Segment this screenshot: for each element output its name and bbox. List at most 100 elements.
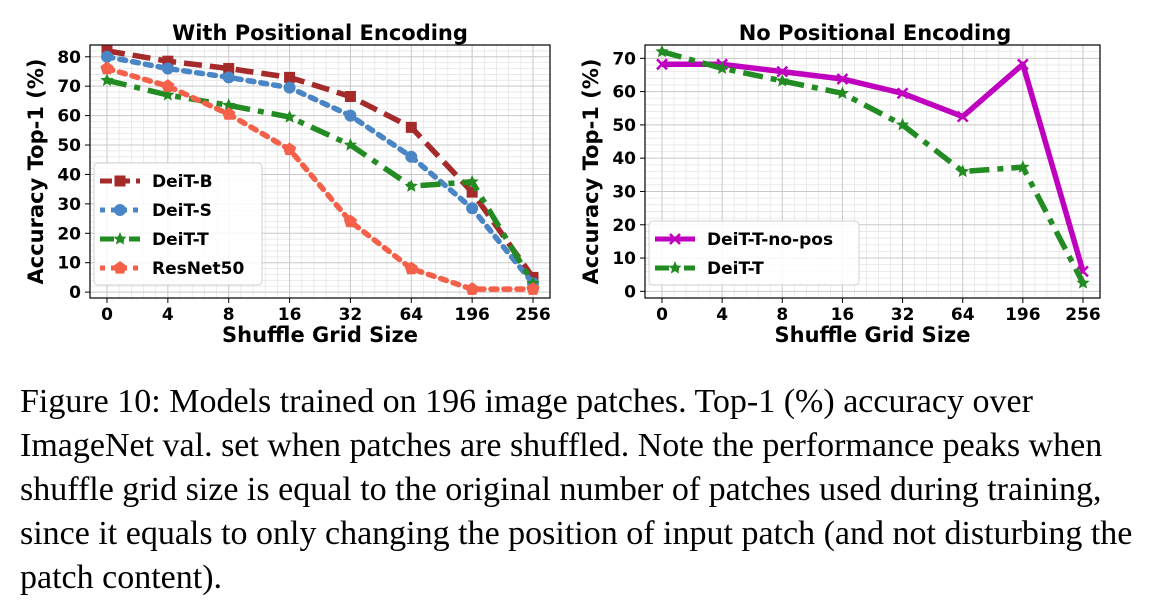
- x-tick-label-16: 16: [831, 305, 855, 325]
- data-point-deit-t-8: [775, 73, 789, 87]
- legend-label-deit-t: DeiT-T: [152, 230, 209, 250]
- legend-label-deit-t-no-pos: DeiT-T-no-pos: [707, 230, 833, 250]
- data-point-deit-b-8: [223, 63, 235, 75]
- series-line-deit-t-no-pos: [662, 61, 1086, 273]
- x-tick-label-64: 64: [951, 305, 975, 325]
- y-tick-label-10: 10: [612, 249, 636, 269]
- series-deit-s: [101, 50, 539, 290]
- y-axis-label: Accuracy Top-1 (%): [24, 59, 48, 285]
- y-tick-label-40: 40: [57, 165, 81, 185]
- legend-marker-deit-t: [668, 261, 682, 274]
- data-point-resnet50-8: [222, 107, 236, 120]
- data-point-resnet50-64: [404, 261, 418, 275]
- legend-label-deit-b: DeiT-B: [152, 172, 213, 192]
- data-point-deit-t-no-pos-64: [956, 110, 969, 123]
- data-point-deit-t-16: [835, 86, 850, 99]
- x-tick-label-32: 32: [891, 305, 915, 325]
- data-point-resnet50-32: [343, 214, 358, 228]
- x-tick-label-0: 0: [656, 305, 668, 325]
- data-point-deit-t-no-pos-8: [776, 65, 789, 78]
- data-point-deit-t-196: [1016, 160, 1030, 173]
- data-point-deit-t-no-pos-16: [836, 73, 849, 85]
- series-line-deit-t: [661, 49, 1086, 285]
- data-point-deit-t-16: [282, 110, 297, 123]
- figure-caption: Figure 10: Models trained on 196 image p…: [20, 383, 1133, 596]
- series-line-deit-t: [106, 77, 536, 285]
- legend: DeiT-T-no-pos DeiT-T: [648, 220, 860, 286]
- data-point-deit-s-8: [222, 71, 235, 84]
- data-point-deit-t-4: [161, 88, 175, 101]
- x-axis-label: Shuffle Grid Size: [775, 323, 971, 347]
- legend-marker-deit-t-no-pos: [669, 233, 681, 245]
- data-point-resnet50-0: [100, 61, 114, 75]
- data-point-deit-s-0: [101, 50, 113, 63]
- plot-frame: [644, 44, 1101, 299]
- data-point-resnet50-256: [526, 282, 540, 295]
- x-tick-label-32: 32: [339, 305, 363, 325]
- data-point-deit-t-0: [100, 73, 114, 86]
- data-point-deit-s-64: [405, 150, 418, 163]
- series-deit-t-no-pos: [656, 58, 1089, 278]
- x-tick-label-196: 196: [1005, 305, 1041, 325]
- plot-frame: [89, 44, 551, 299]
- legend-label-deit-t: DeiT-T: [707, 259, 764, 279]
- y-tick-label-70: 70: [57, 77, 81, 97]
- data-point-deit-t-8: [222, 98, 236, 111]
- legend-box: [648, 220, 860, 286]
- data-point-deit-t-4: [715, 61, 729, 74]
- data-point-resnet50-196: [465, 282, 479, 295]
- data-point-deit-s-32: [344, 109, 357, 122]
- y-tick-label-20: 20: [57, 224, 81, 244]
- y-axis-label: Accuracy Top-1 (%): [579, 59, 603, 285]
- x-tick-label-256: 256: [1065, 305, 1101, 325]
- y-tick-label-50: 50: [57, 136, 81, 156]
- series-resnet50: [100, 61, 540, 295]
- chart-with-positional-encoding: 0 4 8 16 32 64 196 256 0 10 20 30 40 50 60 70 80 With Pos…: [24, 21, 551, 347]
- y-tick-label-80: 80: [57, 48, 81, 68]
- chart-no-positional-encoding: 0 4 8 16 32 64 196 256 0 10 20 30 40 50 60 70 No Positio…: [579, 21, 1101, 347]
- y-tick-label-50: 50: [612, 116, 636, 136]
- y-tick-label-0: 0: [69, 283, 81, 303]
- x-tick-label-4: 4: [716, 305, 728, 325]
- data-point-resnet50-4: [161, 79, 175, 92]
- data-point-deit-t-64: [404, 179, 418, 192]
- legend-box: [93, 162, 263, 286]
- x-tick-label-64: 64: [399, 305, 423, 325]
- data-point-deit-t-32: [895, 117, 910, 131]
- y-tick-label-40: 40: [612, 149, 636, 169]
- series-deit-t: [655, 44, 1090, 289]
- data-point-deit-t-256: [1076, 276, 1090, 289]
- data-point-deit-b-16: [284, 71, 296, 83]
- legend-marker-deit-s: [114, 204, 126, 216]
- legend-label-resnet50: ResNet50: [152, 259, 244, 279]
- legend: DeiT-B DeiT-S DeiT-T ResNet50: [93, 162, 263, 286]
- series-line-resnet50: [104, 65, 536, 292]
- x-tick-label-8: 8: [776, 305, 788, 325]
- data-point-deit-b-196: [466, 186, 478, 198]
- legend-marker-deit-t: [113, 232, 127, 245]
- x-tick-label-16: 16: [278, 305, 302, 325]
- data-point-deit-s-196: [466, 202, 479, 215]
- chart-title: No Positional Encoding: [739, 21, 1012, 45]
- y-tick-label-0: 0: [624, 282, 636, 302]
- y-tick-label-70: 70: [612, 49, 636, 69]
- data-point-deit-s-16: [283, 81, 296, 94]
- legend-marker-deit-b: [114, 175, 126, 187]
- data-point-deit-t-no-pos-0: [656, 58, 668, 71]
- x-axis-label: Shuffle Grid Size: [222, 323, 418, 347]
- data-point-deit-b-4: [162, 55, 174, 67]
- x-tick-label-8: 8: [223, 305, 235, 325]
- series-line-deit-s: [104, 54, 536, 287]
- y-tick-label-60: 60: [612, 83, 636, 103]
- data-point-deit-b-64: [405, 121, 417, 133]
- data-point-deit-b-32: [344, 90, 356, 102]
- y-tick-label-60: 60: [57, 107, 81, 127]
- x-tick-label-4: 4: [162, 305, 174, 325]
- data-point-deit-t-64: [956, 164, 970, 178]
- y-tick-label-20: 20: [612, 216, 636, 236]
- data-point-deit-t-196: [465, 174, 479, 188]
- legend-marker-resnet50: [113, 261, 127, 274]
- y-tick-label-30: 30: [612, 182, 636, 202]
- x-tick-label-256: 256: [515, 305, 551, 325]
